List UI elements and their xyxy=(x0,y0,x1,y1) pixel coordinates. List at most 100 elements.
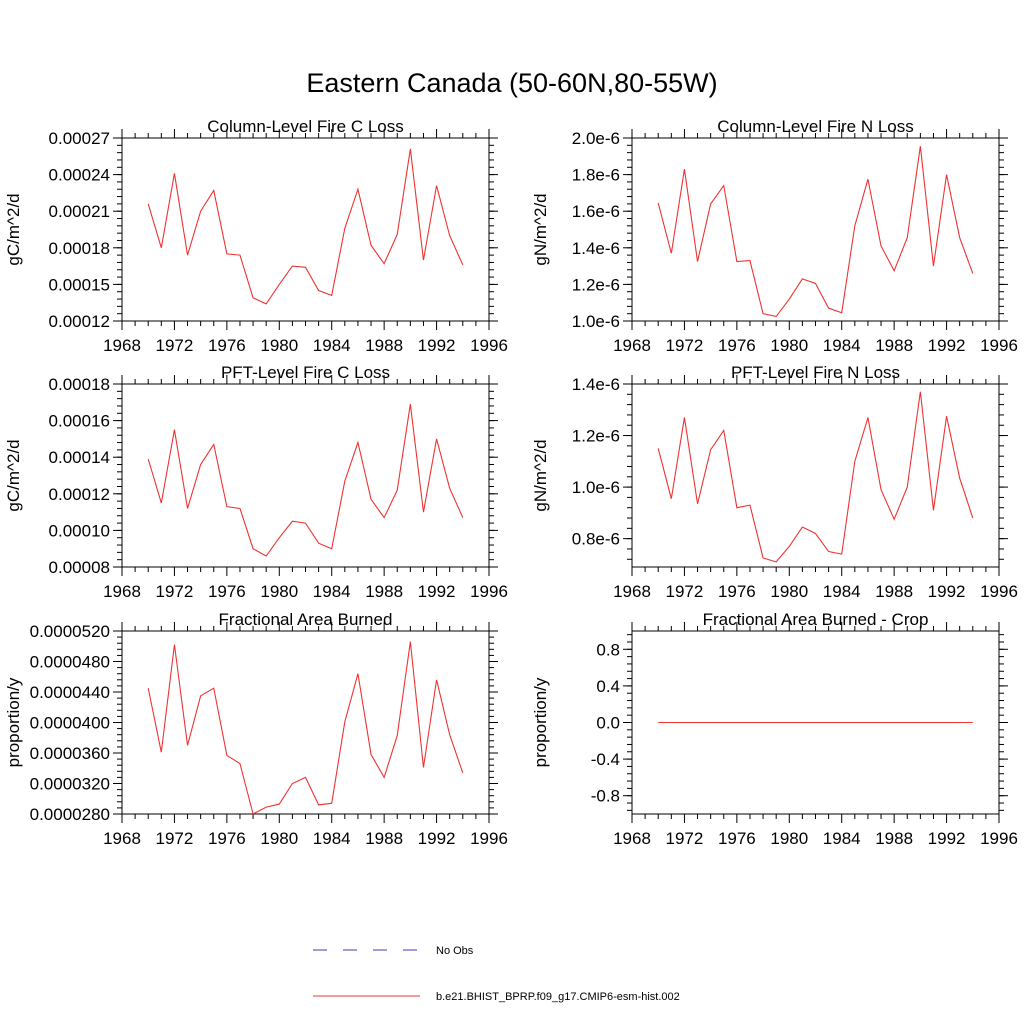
y-tick-label: 0.00012 xyxy=(49,312,110,331)
x-tick-label: 1976 xyxy=(718,336,756,355)
plot-frame xyxy=(631,383,1000,568)
series-line-1 xyxy=(657,146,974,318)
x-tick-label: 1980 xyxy=(770,336,808,355)
x-tick-label: 1968 xyxy=(103,829,141,848)
x-tick-label: 1984 xyxy=(313,336,351,355)
y-tick-label: 1.6e-6 xyxy=(572,202,620,221)
x-tick-label: 1980 xyxy=(260,336,298,355)
y-tick-label: 1.4e-6 xyxy=(572,239,620,258)
y-tick-label: 0.0000280 xyxy=(30,805,110,824)
y-tick-label: 1.2e-6 xyxy=(572,427,620,446)
series-line-1 xyxy=(147,148,464,305)
x-tick-label: 1976 xyxy=(208,582,246,601)
x-tick-label: 1968 xyxy=(103,582,141,601)
x-tick-label: 1972 xyxy=(156,582,194,601)
x-tick-label: 1972 xyxy=(666,829,704,848)
series-line-1 xyxy=(147,641,464,815)
x-tick-label: 1992 xyxy=(418,336,456,355)
y-tick-label: 1.2e-6 xyxy=(572,275,620,294)
x-tick-label: 1992 xyxy=(418,582,456,601)
x-tick-label: 1984 xyxy=(823,336,861,355)
x-tick-label: 1996 xyxy=(470,582,508,601)
x-tick-label: 1972 xyxy=(666,582,704,601)
y-tick-label: 0.00018 xyxy=(49,239,110,258)
x-tick-label: 1988 xyxy=(365,336,403,355)
y-tick-label: 0.0000440 xyxy=(30,683,110,702)
legend-label-no-obs: No Obs xyxy=(436,945,474,957)
y-tick-label: 1.8e-6 xyxy=(572,166,620,185)
x-tick-label: 1980 xyxy=(770,582,808,601)
y-tick-label: -0.4 xyxy=(591,750,620,769)
chart-panel-6: Fractional Area Burned - Crop proportion/… xyxy=(531,610,1018,848)
panel-title: Column-Level Fire N Loss xyxy=(717,117,914,136)
y-axis-label: proportion/y xyxy=(4,677,23,767)
x-tick-label: 1984 xyxy=(313,829,351,848)
y-tick-label: 0.00012 xyxy=(49,485,110,504)
x-tick-label: 1996 xyxy=(980,582,1018,601)
x-tick-label: 1988 xyxy=(365,582,403,601)
x-tick-label: 1988 xyxy=(875,829,913,848)
y-tick-label: 0.00018 xyxy=(49,375,110,394)
y-tick-label: 0.8e-6 xyxy=(572,530,620,549)
y-tick-label: 1.0e-6 xyxy=(572,478,620,497)
x-tick-label: 1980 xyxy=(260,829,298,848)
x-tick-label: 1968 xyxy=(613,336,651,355)
y-tick-label: 0.00010 xyxy=(49,521,110,540)
panel-title: PFT-Level Fire N Loss xyxy=(731,363,900,382)
y-tick-label: -0.8 xyxy=(591,787,620,806)
x-tick-label: 1976 xyxy=(208,829,246,848)
x-tick-label: 1976 xyxy=(208,336,246,355)
plot-frame xyxy=(121,137,490,322)
y-axis-label: gC/m^2/d xyxy=(4,439,23,511)
legend-label-model: b.e21.BHIST_BPRP.f09_g17.CMIP6-esm-hist.… xyxy=(436,991,680,1003)
panel-title: Fractional Area Burned - Crop xyxy=(703,610,929,629)
y-tick-label: 0.0000320 xyxy=(30,775,110,794)
y-tick-label: 0.00021 xyxy=(49,202,110,221)
y-tick-label: 0.00027 xyxy=(49,129,110,148)
panel-title: Fractional Area Burned xyxy=(219,610,393,629)
x-tick-label: 1984 xyxy=(823,582,861,601)
series-line-1 xyxy=(147,404,464,557)
series-line-1 xyxy=(657,391,974,563)
x-tick-label: 1984 xyxy=(313,582,351,601)
y-tick-label: 0.8 xyxy=(596,640,620,659)
y-tick-label: 0.0000480 xyxy=(30,653,110,672)
y-axis-label: gN/m^2/d xyxy=(531,193,550,265)
y-tick-label: 2.0e-6 xyxy=(572,129,620,148)
x-tick-label: 1972 xyxy=(156,336,194,355)
chart-panel-1: Column-Level Fire C Loss gC/m^2/d 1968 1972… xyxy=(4,117,508,355)
y-tick-label: 0.00008 xyxy=(49,558,110,577)
y-tick-label: 0.4 xyxy=(596,677,620,696)
chart-panel-4: PFT-Level Fire N Loss gN/m^2/d 1968 1972 197… xyxy=(531,363,1018,601)
y-tick-label: 0.0000520 xyxy=(30,622,110,641)
y-tick-label: 0.0000400 xyxy=(30,714,110,733)
figure-title: Eastern Canada (50-60N,80-55W) xyxy=(306,68,717,98)
x-tick-label: 1996 xyxy=(470,829,508,848)
y-tick-label: 0.00016 xyxy=(49,412,110,431)
x-tick-label: 1992 xyxy=(928,582,966,601)
panel-title: PFT-Level Fire C Loss xyxy=(221,363,390,382)
x-tick-label: 1980 xyxy=(260,582,298,601)
x-tick-label: 1976 xyxy=(718,829,756,848)
x-tick-label: 1988 xyxy=(365,829,403,848)
plot-frame xyxy=(121,383,490,568)
x-tick-label: 1980 xyxy=(770,829,808,848)
x-tick-label: 1996 xyxy=(980,829,1018,848)
chart-panel-2: Column-Level Fire N Loss gN/m^2/d 1968 1972… xyxy=(531,117,1018,355)
chart-panel-5: Fractional Area Burned proportion/y 1968 19… xyxy=(4,610,508,848)
panel-title: Column-Level Fire C Loss xyxy=(207,117,404,136)
y-tick-label: 0.0000360 xyxy=(30,744,110,763)
x-tick-label: 1992 xyxy=(928,336,966,355)
y-tick-label: 0.00024 xyxy=(49,166,110,185)
x-tick-label: 1992 xyxy=(418,829,456,848)
x-tick-label: 1968 xyxy=(103,336,141,355)
y-tick-label: 1.4e-6 xyxy=(572,375,620,394)
x-tick-label: 1976 xyxy=(718,582,756,601)
y-axis-label: gC/m^2/d xyxy=(4,193,23,265)
x-tick-label: 1972 xyxy=(156,829,194,848)
x-tick-label: 1968 xyxy=(613,829,651,848)
y-tick-label: 0.00014 xyxy=(49,448,110,467)
y-axis-label: proportion/y xyxy=(531,677,550,767)
y-tick-label: 1.0e-6 xyxy=(572,312,620,331)
